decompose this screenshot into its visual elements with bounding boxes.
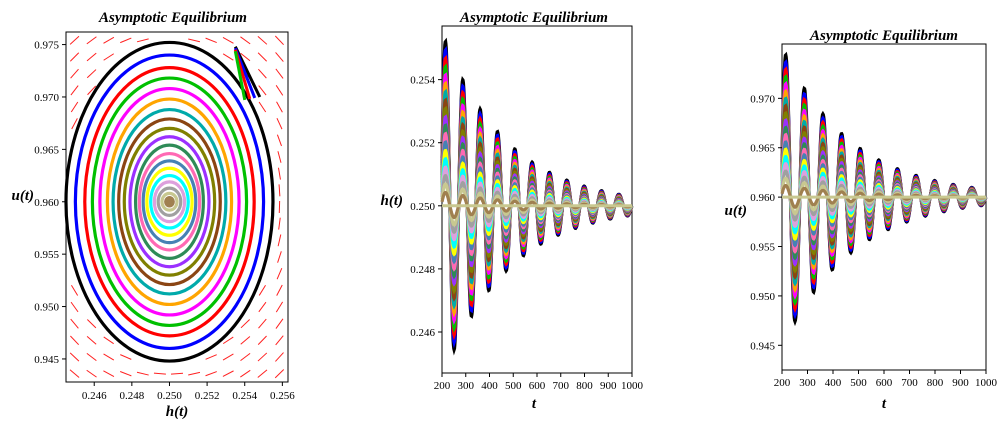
- equilibrium-point: [166, 199, 172, 205]
- y-axis-label: h(t): [381, 193, 404, 209]
- y-tick-label: 0.955: [750, 242, 775, 254]
- y-tick-label: 0.955: [34, 249, 59, 261]
- y-tick-label: 0.246: [410, 327, 435, 339]
- y-tick-label: 0.248: [410, 264, 435, 276]
- x-tick-label: 200: [434, 380, 451, 392]
- y-tick-label: 0.970: [750, 93, 775, 105]
- x-tick-label: 500: [850, 377, 867, 389]
- u-time-series-chart: Asymptotic Equilibrium t u(t) 200 300 400 5…: [720, 0, 999, 421]
- y-axis-label: u(t): [12, 188, 35, 204]
- x-axis-label: h(t): [166, 404, 189, 420]
- x-tick-label: 200: [774, 377, 791, 389]
- x-tick-label: 500: [505, 380, 522, 392]
- x-tick-label: 300: [458, 380, 475, 392]
- x-tick-label: 600: [529, 380, 546, 392]
- x-tick-label: 1000: [975, 377, 998, 389]
- x-tick-label: 600: [876, 377, 893, 389]
- x-tick-label: 0.250: [157, 390, 182, 402]
- y-tick-label: 0.975: [34, 40, 59, 52]
- y-tick-label: 0.252: [410, 138, 435, 150]
- x-tick-label: 900: [600, 380, 617, 392]
- y-tick-label: 0.970: [34, 92, 59, 104]
- y-axis-label: u(t): [725, 203, 748, 219]
- x-tick-label: 400: [825, 377, 842, 389]
- x-tick-label: 0.246: [82, 390, 107, 402]
- x-tick-label: 0.252: [195, 390, 220, 402]
- x-tick-label: 0.256: [270, 390, 295, 402]
- x-tick-label: 800: [927, 377, 944, 389]
- x-tick-label: 800: [576, 380, 593, 392]
- chart-title: Asymptotic Equilibrium: [459, 10, 608, 26]
- x-tick-label: 400: [481, 380, 498, 392]
- y-tick-label: 0.950: [750, 291, 775, 303]
- x-tick-label: 700: [553, 380, 570, 392]
- y-tick-label: 0.950: [34, 302, 59, 314]
- x-tick-label: 0.248: [119, 390, 144, 402]
- chart-title: Asymptotic Equilibrium: [98, 10, 247, 26]
- y-tick-label: 0.965: [750, 143, 775, 155]
- y-tick-label: 0.250: [410, 201, 435, 213]
- y-tick-label: 0.965: [34, 144, 59, 156]
- x-tick-label: 700: [901, 377, 918, 389]
- x-tick-label: 0.254: [232, 390, 257, 402]
- x-tick-label: 300: [799, 377, 816, 389]
- x-tick-label: 900: [952, 377, 969, 389]
- x-tick-label: 1000: [621, 380, 644, 392]
- y-tick-label: 0.254: [410, 75, 435, 87]
- y-tick-label: 0.960: [34, 197, 59, 209]
- x-axis-label: t: [532, 396, 537, 412]
- y-tick-label: 0.945: [34, 354, 59, 366]
- h-time-series-chart: Asymptotic Equilibrium t h(t) 200 300 400 5…: [370, 0, 650, 421]
- phase-portrait-panel: Asymptotic Equilibrium h(t) u(t) 0.246 0.…: [0, 0, 320, 421]
- chart-title: Asymptotic Equilibrium: [809, 28, 958, 44]
- y-tick-label: 0.945: [750, 340, 775, 352]
- u-time-series-panel: Asymptotic Equilibrium t u(t) 200 300 400 5…: [720, 0, 999, 421]
- h-time-series-panel: Asymptotic Equilibrium t h(t) 200 300 400 5…: [370, 0, 650, 421]
- y-tick-label: 0.960: [750, 192, 775, 204]
- x-axis-label: t: [882, 396, 887, 412]
- phase-portrait-chart: Asymptotic Equilibrium h(t) u(t) 0.246 0.…: [0, 0, 320, 421]
